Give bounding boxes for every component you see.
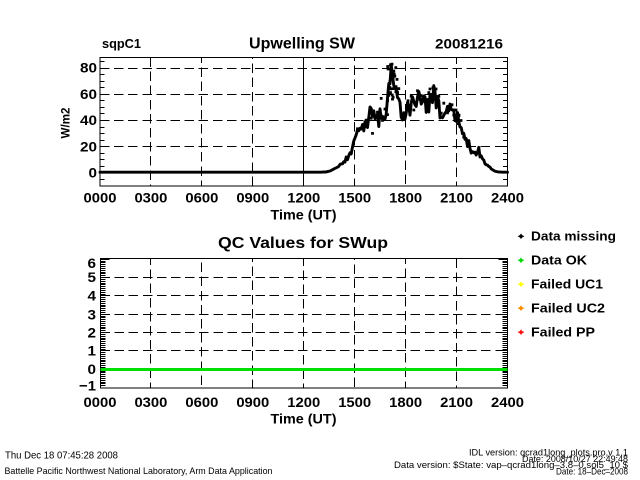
svg-text:0: 0 xyxy=(88,361,97,377)
svg-text:60: 60 xyxy=(80,86,97,102)
svg-text:Failed UC1: Failed UC1 xyxy=(531,277,603,292)
svg-text:W/m2: W/m2 xyxy=(59,107,73,138)
svg-text:Data missing: Data missing xyxy=(531,229,616,244)
svg-text:40: 40 xyxy=(80,112,97,128)
svg-text:2400: 2400 xyxy=(491,190,524,206)
svg-text:QC Values for SWup: QC Values for SWup xyxy=(218,235,388,252)
svg-text:2100: 2100 xyxy=(440,394,473,410)
svg-text:80: 80 xyxy=(80,60,97,76)
svg-text:0300: 0300 xyxy=(134,394,167,410)
svg-text:20081216: 20081216 xyxy=(435,36,503,52)
svg-text:sqpC1: sqpC1 xyxy=(102,36,141,51)
svg-text:Date: 2008/10/27 22:49:48: Date: 2008/10/27 22:49:48 xyxy=(522,454,628,465)
svg-text:1800: 1800 xyxy=(389,190,422,206)
svg-text:1500: 1500 xyxy=(338,190,371,206)
svg-text:Failed UC2: Failed UC2 xyxy=(531,301,605,316)
svg-text:5: 5 xyxy=(88,269,97,285)
svg-text:0000: 0000 xyxy=(84,394,117,410)
svg-text:0900: 0900 xyxy=(236,190,269,206)
svg-text:20: 20 xyxy=(80,138,97,154)
svg-text:0: 0 xyxy=(89,165,98,181)
svg-text:1500: 1500 xyxy=(338,394,371,410)
svg-text:−1: −1 xyxy=(79,378,96,394)
svg-text:1: 1 xyxy=(88,343,97,359)
svg-text:1800: 1800 xyxy=(389,394,422,410)
svg-text:Data version: $State: vap–qcra: Data version: $State: vap–qcrad1long–3.8… xyxy=(394,460,629,471)
svg-text:Time (UT): Time (UT) xyxy=(271,411,337,427)
svg-text:4: 4 xyxy=(88,288,97,304)
svg-text:0900: 0900 xyxy=(236,394,269,410)
svg-text:0000: 0000 xyxy=(84,190,117,206)
svg-text:2100: 2100 xyxy=(440,190,473,206)
svg-text:Thu Dec 18 07:45:28 2008: Thu Dec 18 07:45:28 2008 xyxy=(5,450,118,462)
svg-text:1200: 1200 xyxy=(287,190,320,206)
svg-text:0600: 0600 xyxy=(185,394,218,410)
svg-text:IDL version: qcrad1long_plots.: IDL version: qcrad1long_plots.pro,v 1.1 xyxy=(469,448,628,459)
svg-text:0300: 0300 xyxy=(134,190,167,206)
svg-text:3: 3 xyxy=(88,307,97,323)
svg-text:Data OK: Data OK xyxy=(531,253,588,268)
svg-text:0600: 0600 xyxy=(185,190,218,206)
svg-text:2: 2 xyxy=(88,324,97,340)
svg-text:Date: 18–Dec–2008: Date: 18–Dec–2008 xyxy=(556,466,628,477)
svg-text:Battelle Pacific Northwest Nat: Battelle Pacific Northwest National Labo… xyxy=(5,466,273,476)
svg-text:Time (UT): Time (UT) xyxy=(271,207,337,223)
svg-text:2400: 2400 xyxy=(491,394,524,410)
svg-text:Upwelling SW: Upwelling SW xyxy=(249,36,355,53)
svg-text:6: 6 xyxy=(88,255,97,271)
svg-text:1200: 1200 xyxy=(287,394,320,410)
svg-text:Failed PP: Failed PP xyxy=(531,325,595,340)
